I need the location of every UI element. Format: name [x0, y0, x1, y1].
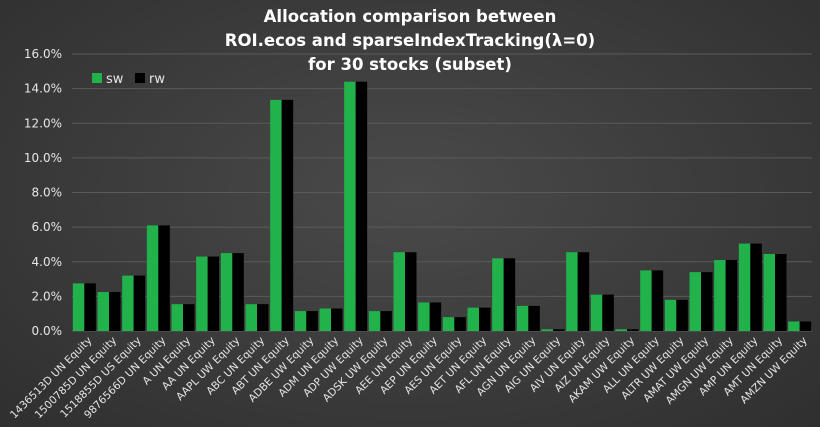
chart-title: Allocation comparison between ROI.ecos a…: [225, 7, 595, 74]
bar-sw: [516, 305, 529, 331]
bar-sw: [196, 256, 208, 331]
bar-sw: [640, 270, 652, 331]
bar-rw: [429, 302, 442, 331]
bar-sw: [220, 253, 233, 331]
bar-sw: [245, 304, 257, 331]
bars: [72, 81, 812, 331]
bar-sw: [664, 299, 677, 331]
bar-rw: [158, 225, 170, 331]
bar-rw: [405, 252, 417, 331]
bar-sw: [344, 81, 356, 331]
chart-title-line-2: ROI.ecos and sparseIndexTracking(λ=0): [225, 31, 595, 50]
bar-sw: [122, 275, 134, 331]
bar-sw: [590, 294, 603, 331]
y-tick-label: 4.0%: [32, 255, 63, 269]
bar-rw: [84, 283, 96, 331]
bar-sw: [442, 317, 455, 331]
bar-rw: [257, 304, 269, 331]
bar-rw: [799, 321, 812, 331]
legend: sw rw: [92, 72, 165, 87]
bar-sw: [714, 260, 726, 331]
bar-sw: [146, 225, 159, 331]
bar-sw: [418, 302, 430, 331]
bar-rw: [355, 81, 368, 331]
bar-rw: [503, 258, 516, 331]
bar-sw: [97, 292, 109, 331]
bar-sw: [368, 311, 381, 331]
y-tick-label: 6.0%: [32, 220, 63, 234]
bar-rw: [602, 294, 614, 331]
bar-sw: [763, 253, 775, 331]
bar-rw: [725, 260, 738, 331]
legend-label-rw: rw: [149, 72, 165, 87]
legend-swatch-rw: [135, 73, 145, 83]
y-tick-label: 0.0%: [32, 324, 63, 338]
bar-rw: [651, 270, 664, 331]
bar-sw: [72, 283, 85, 331]
legend-swatch-sw: [92, 73, 102, 83]
bar-sw: [319, 308, 331, 331]
legend-label-sw: sw: [106, 72, 124, 87]
bar-rw: [183, 304, 195, 331]
bar-rw: [232, 253, 244, 331]
bar-sw: [689, 272, 701, 331]
y-axis: 0.0% 2.0% 4.0% 6.0% 8.0% 10.0% 12.0% 14.0% 16.0%: [24, 47, 62, 338]
chart-title-line-3: for 30 stocks (subset): [308, 55, 512, 74]
bar-rw: [676, 299, 688, 331]
bar-rw: [775, 253, 787, 331]
bar-rw: [306, 311, 318, 331]
bar-sw: [615, 329, 627, 331]
bar-sw: [738, 243, 751, 331]
bar-rw: [109, 292, 121, 331]
bar-rw: [627, 329, 639, 331]
bar-sw: [171, 304, 183, 331]
bar-rw: [380, 311, 392, 331]
bar-rw: [577, 252, 590, 331]
bar-rw: [750, 243, 762, 331]
bar-rw: [479, 307, 491, 331]
y-tick-label: 14.0%: [24, 82, 62, 96]
bar-sw: [270, 99, 282, 331]
bar-rw: [133, 275, 146, 331]
bar-sw: [393, 252, 405, 331]
bar-rw: [528, 305, 540, 331]
bar-sw: [566, 252, 578, 331]
bar-sw: [467, 307, 479, 331]
bar-rw: [207, 256, 220, 331]
bar-rw: [454, 317, 466, 331]
y-tick-label: 2.0%: [32, 289, 63, 303]
y-tick-label: 8.0%: [32, 186, 63, 200]
bar-sw: [294, 311, 307, 331]
gridlines: [72, 53, 812, 332]
bar-rw: [331, 308, 343, 331]
y-tick-label: 10.0%: [24, 151, 62, 165]
chart-title-line-1: Allocation comparison between: [264, 7, 557, 26]
bar-rw: [701, 272, 713, 331]
bar-sw: [541, 329, 553, 331]
bar-sw: [788, 321, 800, 331]
bar-rw: [553, 329, 565, 331]
y-tick-label: 16.0%: [24, 47, 62, 61]
bar-rw: [281, 99, 294, 331]
y-tick-label: 12.0%: [24, 116, 62, 130]
bar-sw: [492, 258, 504, 331]
